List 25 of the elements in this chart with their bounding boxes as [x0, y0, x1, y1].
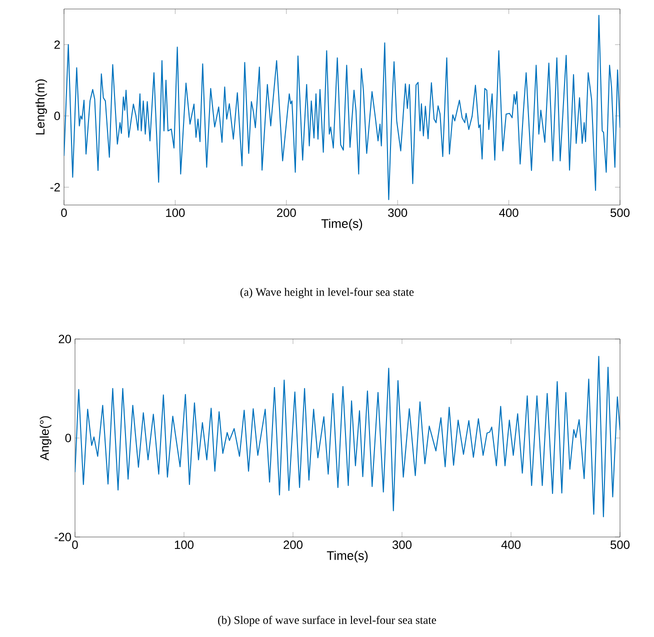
y-tick-label: 0 — [65, 434, 72, 442]
x-tick-label: 100 — [174, 540, 194, 549]
x-axis-title: Time(s) — [326, 550, 368, 562]
y-tick-label: -2 — [50, 183, 60, 192]
x-tick-label: 300 — [392, 540, 412, 549]
x-tick-label: 200 — [284, 540, 303, 549]
y-tick-label: 20 — [58, 334, 72, 344]
x-tick-label: 200 — [277, 208, 296, 217]
line-series — [75, 356, 620, 518]
y-tick-label: -20 — [54, 532, 72, 542]
x-tick-label: 500 — [610, 540, 630, 549]
x-tick-label: 300 — [388, 208, 408, 217]
x-tick-label: 500 — [610, 208, 630, 217]
x-tick-label: 100 — [166, 208, 185, 217]
x-tick-label: 0 — [72, 540, 78, 549]
y-tick-label: 0 — [54, 112, 60, 120]
line-series — [64, 14, 620, 200]
text: (b) Slope of wave surface in level-four sea state — [218, 616, 436, 626]
x-tick-label: 400 — [499, 208, 518, 217]
text: (a) Wave height in level-four sea state — [240, 288, 414, 298]
y-axis-title: Angle(°) — [40, 416, 52, 461]
x-tick-label: 400 — [501, 540, 521, 549]
y-axis-title: Length(m) — [35, 79, 48, 134]
y-tick-label: 2 — [54, 40, 60, 49]
x-axis-title: Time(s) — [321, 218, 362, 230]
